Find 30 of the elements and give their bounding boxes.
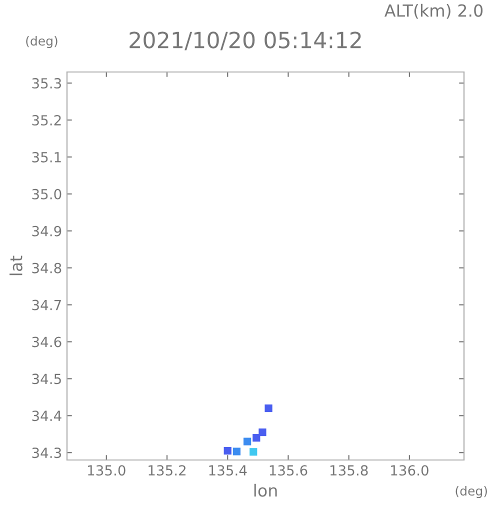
x-axis-title: lon xyxy=(254,484,277,497)
y-tick-label: 35.1 xyxy=(32,152,61,162)
point xyxy=(250,448,258,456)
point xyxy=(232,448,241,456)
point xyxy=(224,446,232,455)
y-axis-title: lat xyxy=(10,256,22,276)
text: (deg) xyxy=(456,486,487,498)
x-tick-label: 135.8 xyxy=(330,465,368,476)
x-tick-label: 135.2 xyxy=(148,465,186,476)
point xyxy=(264,404,272,412)
y-tick-label: 34.6 xyxy=(32,336,62,348)
point xyxy=(244,438,252,446)
text: (deg) xyxy=(26,36,58,48)
x-tick-label: 135.4 xyxy=(209,465,247,476)
y-tick-label: 34.3 xyxy=(32,448,62,458)
y-tick-label: 34.5 xyxy=(32,374,61,384)
y-tick-label: 34.8 xyxy=(32,262,62,274)
chart-subtitle: ALT(km) 2.0 xyxy=(384,4,483,19)
y-tick-label: 34.4 xyxy=(32,410,62,422)
y-tick-label: 34.9 xyxy=(32,226,62,236)
x-tick-label: 135.6 xyxy=(270,465,308,476)
y-tick-label: 34.7 xyxy=(32,300,61,310)
y-tick-label: 35.0 xyxy=(32,188,62,200)
y-tick-label: 35.2 xyxy=(32,115,61,126)
point xyxy=(258,428,266,436)
point xyxy=(252,434,260,442)
x-tick-label: 136.0 xyxy=(391,465,428,476)
chart-title: 2021/10/20 05:14:12 xyxy=(130,32,361,50)
x-tick-label: 135.0 xyxy=(88,465,126,476)
y-tick-label: 35.3 xyxy=(32,78,62,89)
